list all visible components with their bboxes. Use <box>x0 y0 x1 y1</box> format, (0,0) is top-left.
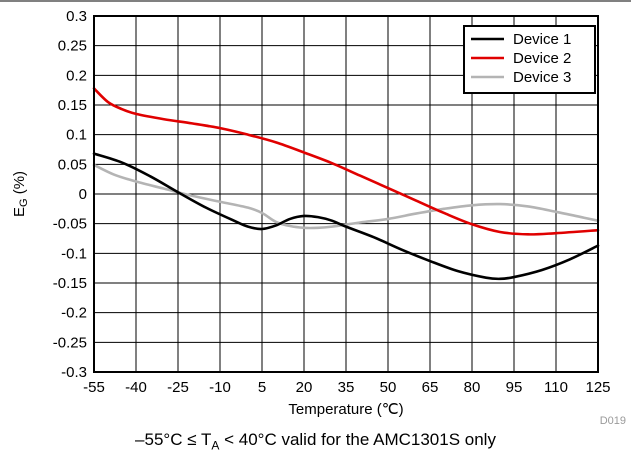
plot-frame <box>93 15 599 373</box>
x-tick-label: 80 <box>464 379 481 396</box>
y-tick-label: -0.05 <box>53 216 87 233</box>
y-tick-label: 0.2 <box>66 67 87 84</box>
y-axis-label-unit: (%) <box>11 171 28 199</box>
x-axis-label: Temperature (℃) <box>288 401 403 418</box>
y-tick-label: -0.15 <box>53 275 87 292</box>
x-tick-label: -10 <box>209 379 231 396</box>
x-tick-label: -25 <box>167 379 189 396</box>
x-tick-label: 20 <box>296 379 313 396</box>
legend-box <box>463 25 596 94</box>
series-line-device-2 <box>92 87 600 236</box>
x-tick-label: 65 <box>422 379 439 396</box>
y-axis-label-main: E <box>11 207 28 217</box>
y-tick-label: -0.25 <box>53 334 87 351</box>
y-tick-label: 0.3 <box>66 8 87 25</box>
legend-label-device-3: Device 3 <box>513 69 571 86</box>
series-layer <box>92 87 600 281</box>
y-tick-label: 0.05 <box>58 156 87 173</box>
caption-subscript: A <box>211 438 220 453</box>
caption-prefix: –55°C ≤ T <box>135 430 212 449</box>
y-tick-label: 0.15 <box>58 97 87 114</box>
series-line-device-1 <box>92 152 600 281</box>
x-tick-label: 95 <box>506 379 523 396</box>
y-tick-label: 0.25 <box>58 38 87 55</box>
y-tick-label: 0.1 <box>66 127 87 144</box>
y-tick-label: -0.1 <box>61 245 87 262</box>
caption-suffix: < 40°C valid for the AMC1301S only <box>219 430 496 449</box>
y-axis-label-subscript: G <box>18 198 30 207</box>
x-tick-label: 110 <box>544 379 568 396</box>
x-tick-label: 50 <box>380 379 397 396</box>
x-tick-label: -40 <box>125 379 147 396</box>
x-tick-label: -55 <box>83 379 105 396</box>
y-tick-label: 0 <box>79 186 87 203</box>
y-tick-label: -0.2 <box>61 305 87 322</box>
x-tick-label: 35 <box>338 379 355 396</box>
x-tick-label: 5 <box>258 379 266 396</box>
legend-label-device-2: Device 2 <box>513 50 571 67</box>
y-tick-label: -0.3 <box>61 364 87 381</box>
legend-label-device-1: Device 1 <box>513 31 571 48</box>
figure-id: D019 <box>600 415 626 427</box>
caption: –55°C ≤ TA < 40°C valid for the AMC1301S… <box>0 430 631 452</box>
tick-labels: -55 -40 -25 -10 5 20 35 50 65 80 95 110 125 0.3 0.25 0.… <box>53 8 611 396</box>
legend: Device 1 Device 2 Device 3 <box>463 25 596 94</box>
y-axis-label: EG (%) <box>11 171 30 217</box>
series-line-device-3 <box>92 163 600 230</box>
x-tick-label: 125 <box>585 379 610 396</box>
